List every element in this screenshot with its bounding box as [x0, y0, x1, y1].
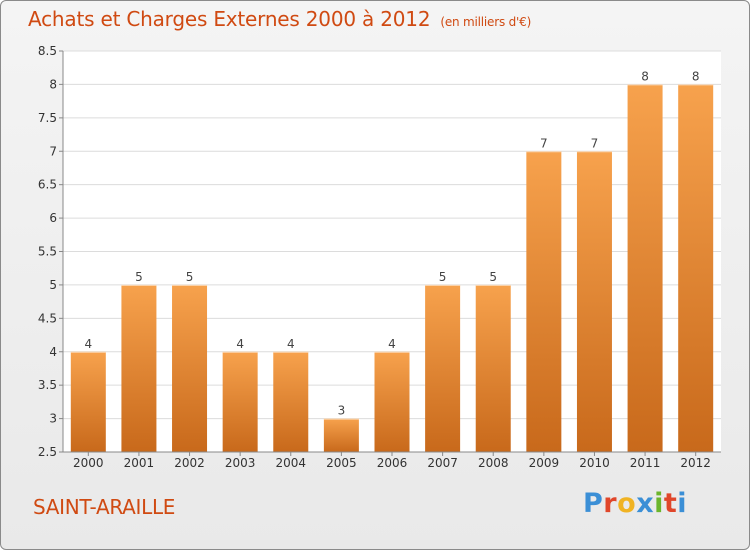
- bar: [273, 351, 309, 452]
- bar-value-label: 4: [287, 337, 295, 351]
- bar-value-label: 4: [84, 337, 92, 351]
- y-tick-label: 7.5: [38, 111, 57, 125]
- x-tick-label: 2008: [478, 456, 509, 470]
- y-tick-label: 6: [49, 211, 57, 225]
- bar: [323, 418, 359, 452]
- x-tick-label: 2003: [225, 456, 256, 470]
- x-tick-label: 2007: [427, 456, 458, 470]
- bar: [172, 284, 208, 452]
- logo-letter: P: [583, 488, 604, 519]
- logo-letter: i: [654, 488, 664, 519]
- bar: [425, 284, 461, 452]
- bar: [678, 84, 714, 453]
- y-tick-label: 7: [49, 144, 57, 158]
- bar: [475, 284, 511, 452]
- logo-letter: t: [663, 488, 678, 519]
- y-tick-label: 8.5: [38, 44, 57, 58]
- bar-value-label: 5: [135, 270, 143, 284]
- bar-value-label: 7: [540, 136, 548, 150]
- y-tick-label: 8: [49, 77, 57, 91]
- bar-value-label: 5: [186, 270, 194, 284]
- y-tick-label: 4: [49, 345, 57, 359]
- bar: [576, 151, 612, 452]
- chart-unit: (en milliers d'€): [440, 15, 532, 29]
- bar-value-label: 5: [489, 270, 497, 284]
- y-tick-label: 2.5: [38, 445, 57, 459]
- x-tick-label: 2012: [680, 456, 711, 470]
- bar: [627, 84, 663, 453]
- y-tick-label: 6.5: [38, 178, 57, 192]
- x-tick-label: 2000: [73, 456, 104, 470]
- bar-value-label: 4: [388, 337, 396, 351]
- x-tick-label: 2006: [377, 456, 408, 470]
- logo-letter: r: [603, 488, 618, 519]
- bar: [374, 351, 410, 452]
- y-tick-label: 3: [49, 412, 57, 426]
- x-tick-label: 2004: [275, 456, 306, 470]
- bar-value-label: 5: [439, 270, 447, 284]
- bar-value-label: 8: [641, 69, 649, 83]
- logo-letter: i: [677, 488, 688, 519]
- chart-title: Achats et Charges Externes 2000 à 2012 (e…: [28, 7, 531, 31]
- bar: [222, 351, 258, 452]
- bar-value-label: 3: [338, 404, 346, 418]
- x-tick-label: 2001: [124, 456, 155, 470]
- bar-value-label: 8: [692, 69, 700, 83]
- logo-letter: o: [617, 488, 637, 519]
- y-tick-label: 5: [49, 278, 57, 292]
- town-name: SAINT-ARAILLE: [33, 495, 176, 519]
- y-tick-label: 4.5: [38, 311, 57, 325]
- chart-title-text: Achats et Charges Externes 2000 à 2012: [28, 7, 431, 31]
- bar: [526, 151, 562, 452]
- y-tick-label: 3.5: [38, 378, 57, 392]
- y-tick-label: 5.5: [38, 245, 57, 259]
- bar: [70, 351, 106, 452]
- bar-value-label: 7: [591, 136, 599, 150]
- x-tick-label: 2011: [630, 456, 661, 470]
- x-tick-label: 2002: [174, 456, 205, 470]
- bar-value-label: 4: [236, 337, 244, 351]
- bar: [121, 284, 157, 452]
- logo-letter: x: [636, 488, 655, 519]
- x-tick-label: 2009: [529, 456, 560, 470]
- x-tick-label: 2010: [579, 456, 610, 470]
- proxiti-logo: Proxiti: [583, 488, 687, 519]
- x-tick-label: 2005: [326, 456, 357, 470]
